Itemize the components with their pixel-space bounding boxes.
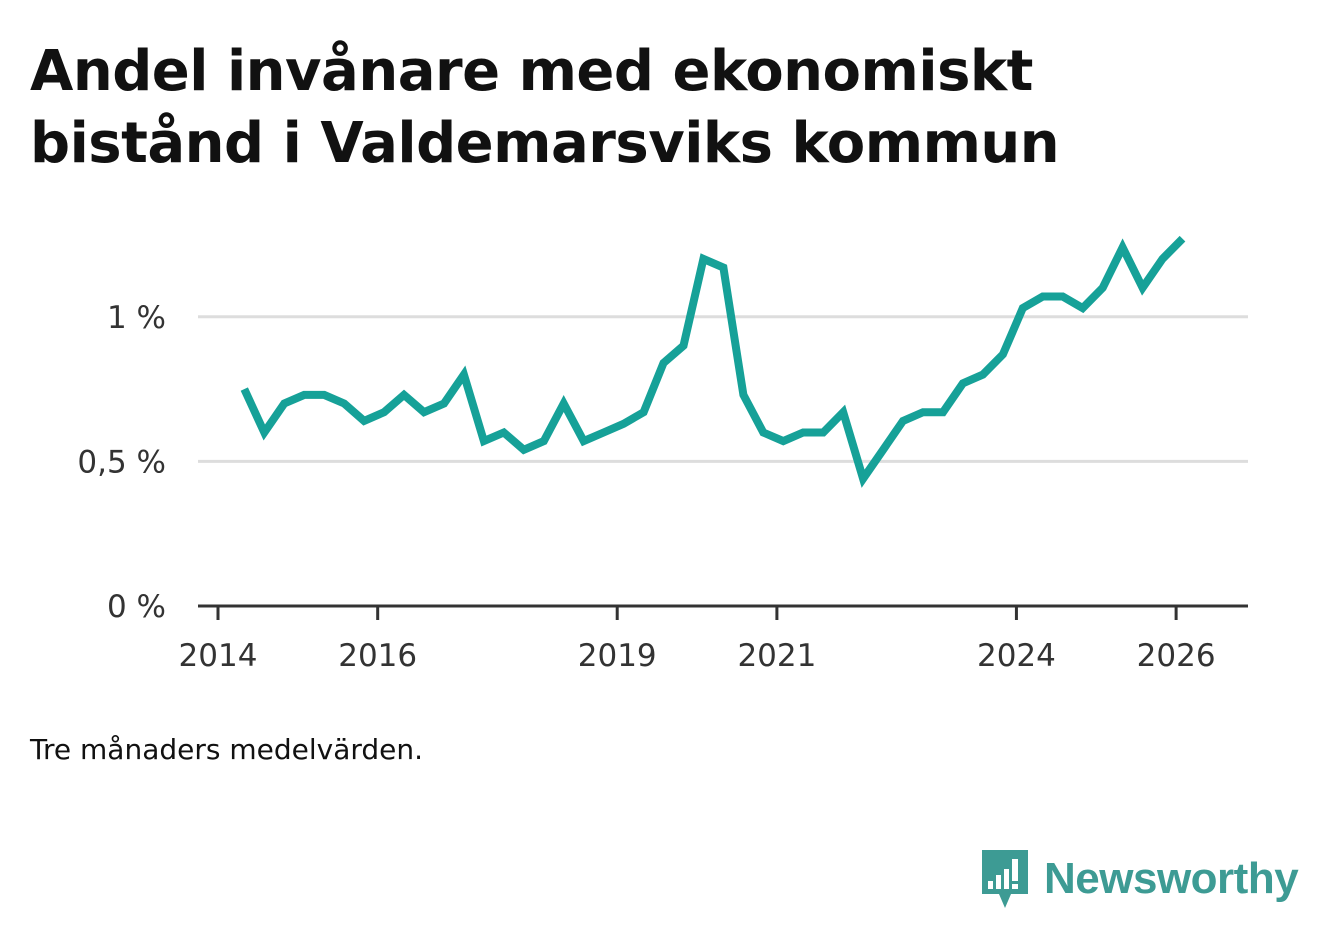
y-tick-label: 0,5 % bbox=[77, 444, 166, 480]
x-tick-label: 2014 bbox=[179, 638, 258, 674]
x-tick-label: 2019 bbox=[578, 638, 657, 674]
chart-note: Tre månaders medelvärden. bbox=[30, 733, 424, 766]
gridlines bbox=[198, 315, 1248, 463]
x-axis: 2014 2016 2019 2021 2024 2026 bbox=[179, 604, 1248, 674]
brand-name: Newsworthy bbox=[1044, 854, 1299, 903]
x-tick-label: 2021 bbox=[737, 638, 816, 674]
bar-chart-speech-bubble-icon bbox=[982, 850, 1028, 908]
y-tick-label: 1 % bbox=[107, 300, 166, 336]
y-axis-labels: 0 % 0,5 % 1 % bbox=[77, 300, 166, 625]
y-tick-label: 0 % bbox=[107, 589, 166, 625]
series-layer bbox=[240, 235, 1186, 488]
x-tick-label: 2016 bbox=[338, 638, 417, 674]
x-tick-label: 2024 bbox=[977, 638, 1056, 674]
chart-title: Andel invånare med ekonomiskt bistånd i … bbox=[30, 39, 1060, 176]
brand-logo[interactable]: Newsworthy bbox=[980, 848, 1299, 910]
x-tick-label: 2026 bbox=[1137, 638, 1216, 674]
series-line bbox=[240, 235, 1186, 488]
